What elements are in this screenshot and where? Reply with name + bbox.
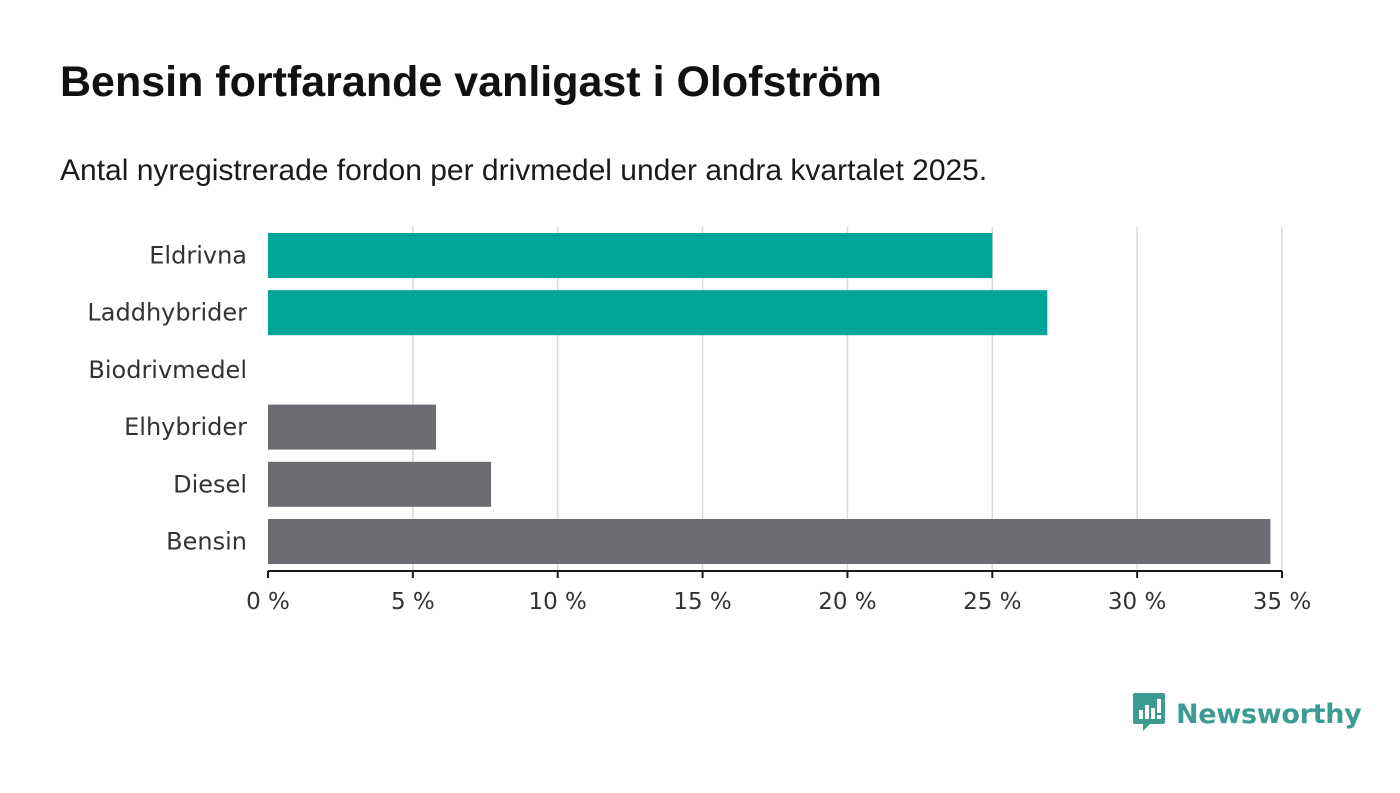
x-tick-label: 20 % xyxy=(818,589,876,615)
category-label: Biodrivmedel xyxy=(88,356,247,384)
category-labels: Eldrivna Laddhybrider Biodrivmedel Elhybrid… xyxy=(87,242,247,556)
bar-chart-speech-bubble-icon xyxy=(1132,692,1166,737)
category-label: Diesel xyxy=(173,470,247,498)
category-label: Eldrivna xyxy=(149,242,247,270)
bars xyxy=(268,233,1271,564)
chart-title: Bensin fortfarande vanligast i Olofström xyxy=(60,58,882,106)
logo-text: Newsworthy xyxy=(1176,699,1362,730)
bar-bensin xyxy=(268,519,1271,564)
x-axis: 0 % 5 % 10 % 15 % 20 % 25 % 30 % 35 % xyxy=(246,570,1311,615)
x-tick-label: 0 % xyxy=(246,589,290,615)
x-tick-label: 25 % xyxy=(963,589,1021,615)
x-tick-label: 15 % xyxy=(673,589,731,615)
category-label: Bensin xyxy=(166,528,247,556)
category-label: Elhybrider xyxy=(124,413,247,441)
bar-eldrivna xyxy=(268,233,993,278)
x-tick-label: 5 % xyxy=(391,589,435,615)
chart-subtitle: Antal nyregistrerade fordon per drivmede… xyxy=(60,154,988,187)
bar-elhybrider xyxy=(268,404,437,450)
bar-laddhybrider xyxy=(268,290,1048,336)
newsworthy-logo: Newsworthy xyxy=(1132,692,1362,737)
x-tick-label: 35 % xyxy=(1253,589,1311,615)
x-tick-label: 30 % xyxy=(1108,589,1166,615)
bar-diesel xyxy=(268,461,492,507)
category-label: Laddhybrider xyxy=(87,299,247,327)
gridlines xyxy=(412,227,1283,571)
x-tick-label: 10 % xyxy=(528,589,586,615)
